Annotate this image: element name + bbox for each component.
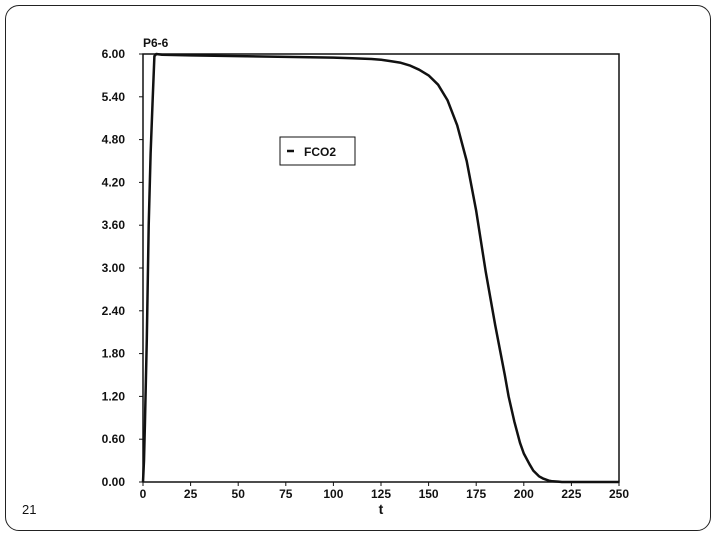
x-axis-label: t xyxy=(379,501,384,517)
plot-area xyxy=(142,53,620,483)
y-tick-label: 0.00 xyxy=(102,475,126,489)
legend-label: FCO2 xyxy=(304,145,336,159)
x-tick-label: 150 xyxy=(419,487,439,501)
y-tick-label: 3.00 xyxy=(102,261,126,275)
slide-number: 21 xyxy=(22,502,37,517)
series-layer xyxy=(141,52,619,484)
y-tick-label: 1.20 xyxy=(102,389,126,403)
y-tick-label: 5.40 xyxy=(102,90,126,104)
series-line-fco2 xyxy=(141,52,619,484)
chart-title: P6-6 xyxy=(143,36,169,50)
legend: FCO2 xyxy=(279,136,356,166)
y-tick-label: 2.40 xyxy=(102,304,126,318)
x-tick-label: 50 xyxy=(232,487,246,501)
x-tick-label: 100 xyxy=(323,487,343,501)
y-tick-label: 4.80 xyxy=(102,133,126,147)
x-ticks: 0 25 50 75 100 125 150 175 200 225 250 xyxy=(140,482,629,501)
x-tick-label: 125 xyxy=(371,487,391,501)
slide-frame xyxy=(5,5,711,531)
x-tick-label: 0 xyxy=(140,487,147,501)
x-tick-label: 225 xyxy=(561,487,581,501)
x-tick-label: 25 xyxy=(184,487,198,501)
x-tick-label: 200 xyxy=(514,487,534,501)
y-tick-label: 6.00 xyxy=(102,47,126,61)
x-tick-label: 175 xyxy=(466,487,486,501)
y-tick-label: 3.60 xyxy=(102,218,126,232)
y-tick-label: 0.60 xyxy=(102,432,126,446)
y-tick-label: 4.20 xyxy=(102,175,126,189)
y-tick-label: 1.80 xyxy=(102,347,126,361)
x-tick-label: 75 xyxy=(279,487,293,501)
x-tick-label: 250 xyxy=(609,487,629,501)
y-ticks: 0.00 0.60 1.20 1.80 2.40 3.00 3.60 4.20 4.80 5.40… xyxy=(102,47,143,489)
